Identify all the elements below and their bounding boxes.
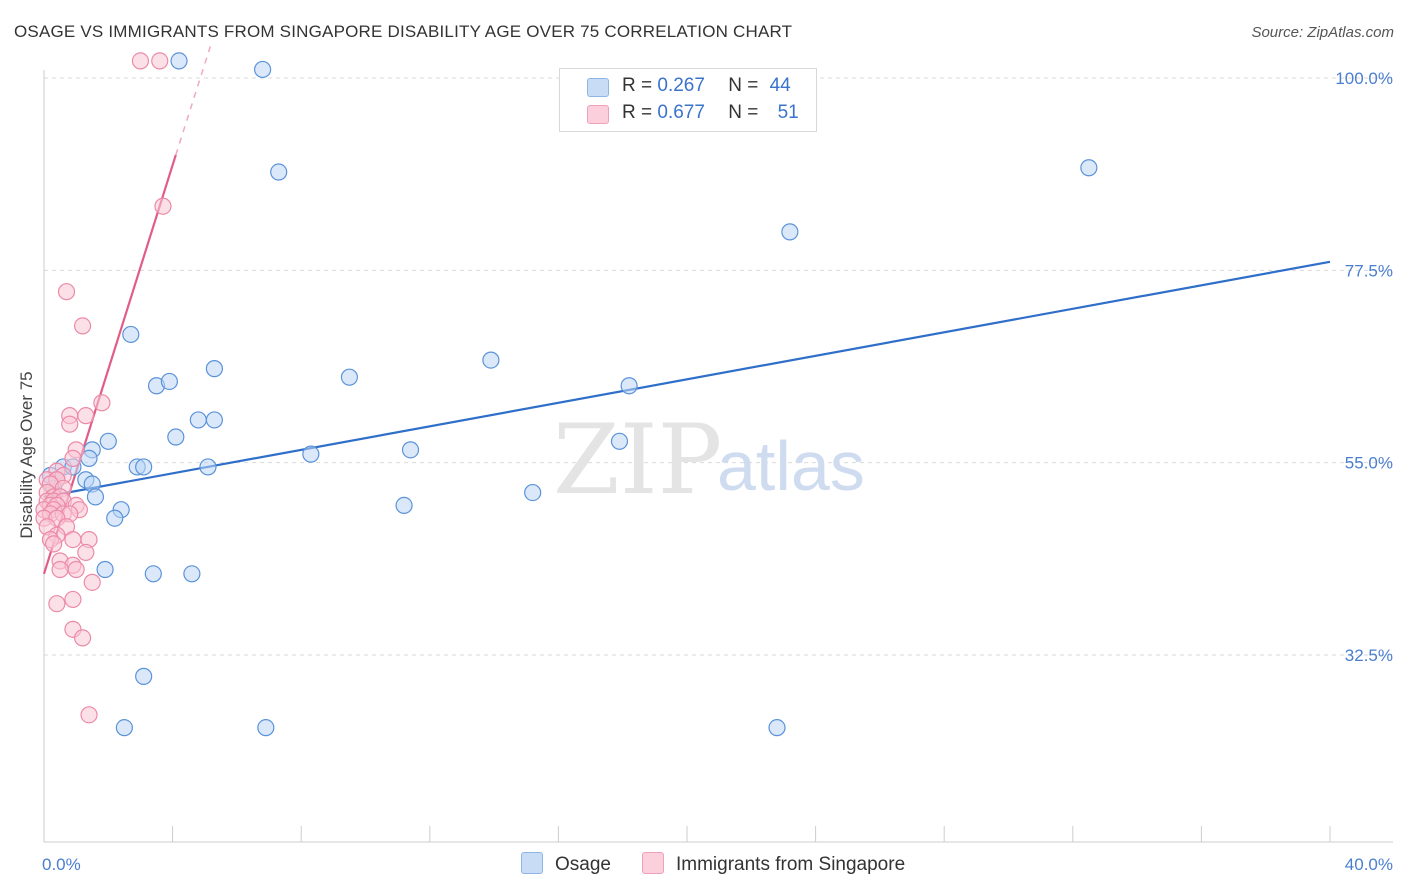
watermark-atlas: atlas bbox=[717, 427, 865, 505]
singapore-point bbox=[64, 530, 82, 549]
singapore-point bbox=[73, 629, 92, 647]
singapore-point bbox=[154, 197, 172, 215]
x-tick-label: 40.0% bbox=[1345, 855, 1393, 874]
x-tick-labels: 0.0% 40.0% bbox=[42, 855, 1393, 874]
osage-point bbox=[199, 458, 217, 476]
osage-point bbox=[183, 565, 201, 583]
legend-r-label: R = bbox=[622, 75, 658, 96]
osage-point bbox=[781, 223, 799, 241]
singapore-point bbox=[51, 560, 69, 579]
legend-swatch-osage bbox=[587, 78, 609, 97]
legend-n-value-singapore: 51 bbox=[777, 102, 799, 123]
legend-r-value-osage: 0.267 bbox=[657, 75, 705, 96]
singapore-point bbox=[64, 590, 82, 609]
singapore-point bbox=[67, 560, 85, 579]
osage-point bbox=[254, 60, 272, 79]
osage-point bbox=[205, 360, 223, 378]
singapore-point bbox=[64, 449, 82, 467]
osage-point bbox=[340, 368, 359, 386]
bottom-legend-swatch-osage bbox=[521, 852, 543, 874]
bottom-legend-label-osage: Osage bbox=[555, 854, 611, 875]
osage-point bbox=[115, 719, 133, 737]
osage-point bbox=[167, 428, 185, 446]
y-tick-label: 77.5% bbox=[1345, 261, 1393, 280]
bottom-legend-osage[interactable]: Osage bbox=[521, 852, 611, 876]
singapore-point bbox=[83, 573, 101, 591]
y-tick-label: 100.0% bbox=[1335, 69, 1393, 88]
singapore-point bbox=[57, 283, 76, 301]
osage-point bbox=[106, 509, 124, 527]
osage-point bbox=[1080, 159, 1098, 177]
axes bbox=[43, 70, 1393, 843]
osage-point bbox=[189, 411, 207, 429]
singapore-point bbox=[77, 407, 95, 425]
osage-point bbox=[99, 432, 117, 450]
y-axis-label: Disability Age Over 75 bbox=[17, 371, 36, 538]
osage-point bbox=[144, 565, 162, 583]
osage-point bbox=[768, 719, 786, 737]
osage-point bbox=[395, 496, 413, 515]
y-tick-labels: 100.0% 77.5% 55.0% 32.5% bbox=[1335, 69, 1393, 665]
gridlines bbox=[44, 77, 1393, 656]
correlation-legend: R = 0.267 N = 44 R = 0.677 N = 51 bbox=[559, 68, 817, 132]
osage-point bbox=[205, 411, 223, 429]
bottom-legend-label-singapore: Immigrants from Singapore bbox=[676, 854, 906, 875]
osage-point bbox=[135, 458, 153, 476]
legend-r-value-singapore: 0.677 bbox=[657, 102, 705, 123]
singapore-point bbox=[131, 52, 150, 70]
bottom-legend-singapore[interactable]: Immigrants from Singapore bbox=[642, 852, 905, 876]
osage-point bbox=[620, 377, 638, 395]
legend-n-label: N = bbox=[728, 102, 764, 123]
osage-point bbox=[610, 432, 629, 450]
osage-point bbox=[270, 163, 288, 181]
osage-point bbox=[524, 483, 542, 502]
osage-point bbox=[96, 560, 114, 579]
osage-point bbox=[257, 719, 275, 737]
watermark-zip: ZIP bbox=[553, 404, 722, 516]
singapore-point bbox=[48, 595, 66, 613]
trend-line-extension bbox=[175, 43, 212, 156]
singapore-point bbox=[61, 415, 79, 433]
osage-point bbox=[135, 667, 153, 685]
osage-point bbox=[170, 52, 188, 70]
bottom-legend-swatch-singapore bbox=[642, 852, 664, 874]
singapore-point bbox=[45, 535, 63, 553]
y-tick-label: 55.0% bbox=[1345, 454, 1393, 473]
legend-row-osage: R = 0.267 N = 44 bbox=[587, 75, 791, 97]
osage-point bbox=[86, 488, 105, 506]
osage-point bbox=[302, 445, 320, 463]
osage-point bbox=[122, 325, 140, 344]
legend-n-label: N = bbox=[728, 75, 764, 96]
trend-line-osage bbox=[43, 260, 1331, 498]
watermark: ZIP atlas bbox=[553, 404, 865, 516]
osage-point bbox=[482, 351, 500, 369]
x-tick-label: 0.0% bbox=[42, 855, 81, 874]
legend-r-label: R = bbox=[622, 102, 658, 123]
singapore-point bbox=[77, 543, 95, 562]
legend-swatch-singapore bbox=[587, 105, 609, 124]
legend-row-singapore: R = 0.677 N = 51 bbox=[587, 102, 799, 124]
osage-point bbox=[160, 372, 178, 391]
y-tick-label: 32.5% bbox=[1345, 646, 1393, 665]
data-points bbox=[35, 52, 1098, 737]
singapore-point bbox=[80, 706, 98, 724]
singapore-point bbox=[151, 52, 169, 70]
source-label: Source: ZipAtlas.com bbox=[1251, 24, 1394, 41]
legend-n-value-osage: 44 bbox=[769, 75, 791, 96]
osage-point bbox=[401, 441, 420, 459]
singapore-point bbox=[93, 394, 111, 412]
singapore-point bbox=[73, 317, 92, 335]
chart-title: OSAGE VS IMMIGRANTS FROM SINGAPORE DISAB… bbox=[14, 22, 793, 41]
